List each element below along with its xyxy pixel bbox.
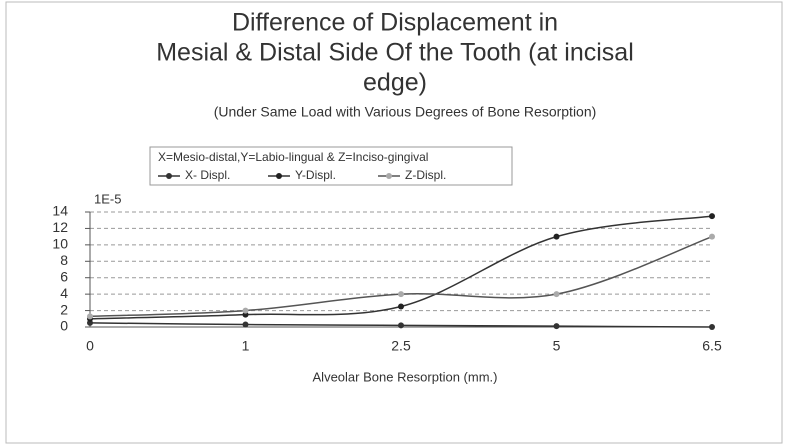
data-point bbox=[398, 303, 404, 310]
legend-box bbox=[149, 146, 513, 186]
x-tick-label: 0 bbox=[86, 338, 94, 354]
x-tick-label: 2.5 bbox=[391, 338, 411, 354]
data-point bbox=[242, 321, 249, 328]
legend-label: X- Displ. bbox=[185, 168, 230, 182]
data-point bbox=[553, 291, 560, 298]
chart-title: edge) bbox=[363, 69, 427, 97]
subtitle: (Under Same Load with Various Degrees of… bbox=[214, 104, 597, 120]
x-tick-label: 6.5 bbox=[702, 338, 722, 354]
data-point bbox=[709, 213, 715, 220]
data-point bbox=[87, 319, 93, 326]
legend-label: Y-Displ. bbox=[295, 168, 336, 182]
chart-title: Difference of Displacement in bbox=[232, 9, 558, 37]
legend-marker bbox=[276, 173, 282, 179]
x-tick-label: 1 bbox=[242, 338, 250, 354]
data-point bbox=[709, 233, 715, 240]
y-unit: 1E-5 bbox=[94, 191, 121, 206]
data-point bbox=[87, 313, 93, 320]
data-point bbox=[553, 233, 560, 240]
y-tick-label: 0 bbox=[60, 318, 68, 334]
legend-title: X=Mesio-distal,Y=Labio-lingual & Z=Incis… bbox=[158, 150, 428, 164]
legend-marker bbox=[386, 173, 392, 179]
chart-title: Mesial & Distal Side Of the Tooth (at in… bbox=[156, 39, 634, 67]
data-point bbox=[398, 291, 404, 298]
y-tick-label: 4 bbox=[60, 285, 68, 301]
y-tick-label: 8 bbox=[60, 252, 68, 268]
legend-marker bbox=[166, 173, 172, 179]
data-point bbox=[242, 307, 249, 314]
x-tick-label: 5 bbox=[553, 338, 561, 354]
y-tick-label: 2 bbox=[60, 301, 68, 317]
x-axis-label: Alveolar Bone Resorption (mm.) bbox=[313, 369, 498, 384]
y-tick-label: 10 bbox=[52, 236, 68, 252]
data-point bbox=[242, 311, 249, 318]
legend-label: Z-Displ. bbox=[405, 168, 446, 182]
y-tick-label: 14 bbox=[52, 203, 68, 219]
data-point bbox=[553, 323, 560, 330]
data-point bbox=[709, 324, 715, 330]
y-tick-label: 12 bbox=[52, 219, 68, 235]
y-tick-label: 6 bbox=[60, 268, 68, 284]
frame bbox=[5, 1, 783, 444]
data-point bbox=[398, 322, 404, 329]
